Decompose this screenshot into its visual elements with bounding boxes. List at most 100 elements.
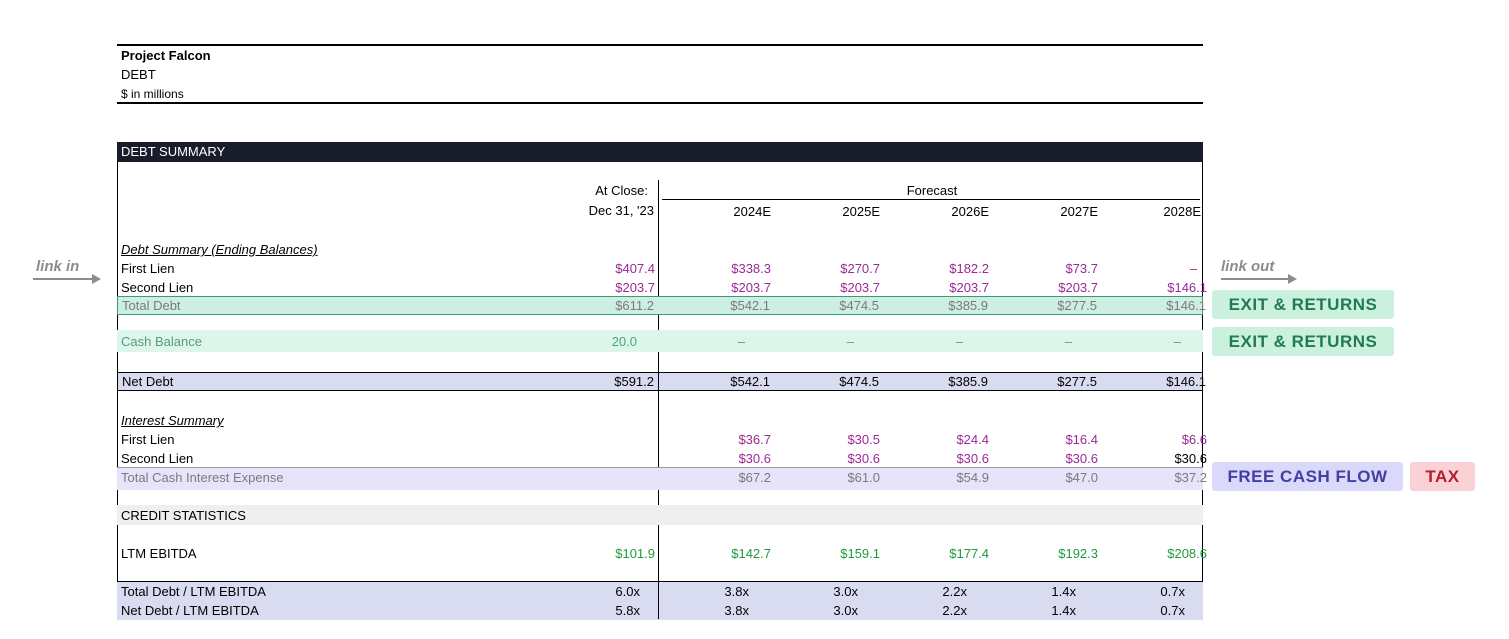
- interest-second-lien-row: Second Lien $30.6 $30.6 $30.6 $30.6 $30.…: [117, 449, 1207, 468]
- total-debt-ebitda-2028: 0.7x: [1160, 584, 1185, 599]
- year-2025: 2025E: [842, 204, 880, 219]
- total-debt-2026: $385.9: [948, 298, 988, 313]
- year-2026: 2026E: [951, 204, 989, 219]
- net-debt-divider: [658, 372, 659, 391]
- interest-second-lien-2025: $30.6: [847, 451, 880, 466]
- credit-statistics-row: CREDIT STATISTICS: [117, 505, 1203, 525]
- net-debt-2028: $146.1: [1166, 374, 1206, 389]
- link-in-arrow-icon: [92, 274, 101, 284]
- header-top-rule: [117, 44, 1203, 46]
- total-debt-ebitda-2025: 3.0x: [833, 584, 858, 599]
- net-debt-2024: $542.1: [730, 374, 770, 389]
- at-close-date: Dec 31, '23: [588, 203, 654, 218]
- interest-second-lien-2024: $30.6: [738, 451, 771, 466]
- first-lien-2028: –: [1189, 261, 1197, 276]
- total-debt-2024: $542.1: [730, 298, 770, 313]
- forecast-divider-top: [658, 180, 659, 315]
- net-debt-ebitda-2024: 3.8x: [724, 603, 749, 618]
- tax-badge[interactable]: TAX: [1410, 462, 1475, 491]
- first-lien-label: First Lien: [121, 261, 175, 276]
- second-lien-label: Second Lien: [121, 280, 194, 295]
- interest-first-lien-2028: $6.6: [1181, 432, 1207, 447]
- debt-summary-bar-label: DEBT SUMMARY: [121, 144, 226, 159]
- exit-returns-badge-2[interactable]: EXIT & RETURNS: [1212, 327, 1394, 356]
- interest-second-lien-2026: $30.6: [956, 451, 989, 466]
- second-lien-2026: $203.7: [949, 280, 989, 295]
- units-label: $ in millions: [121, 87, 184, 101]
- second-lien-2028: $146.1: [1167, 280, 1207, 295]
- link-out-arrow-icon: [1288, 274, 1297, 284]
- total-interest-2028: $37.2: [1174, 470, 1207, 485]
- ltm-ebitda-label: LTM EBITDA: [121, 546, 197, 561]
- free-cash-flow-badge[interactable]: FREE CASH FLOW: [1212, 462, 1403, 491]
- net-debt-ebitda-close: 5.8x: [615, 603, 640, 618]
- interest-first-lien-row: First Lien $36.7 $30.5 $24.4 $16.4 $6.6: [117, 430, 1207, 449]
- total-debt-ebitda-close: 6.0x: [615, 584, 640, 599]
- year-header-row: 2024E 2025E 2026E 2027E 2028E: [117, 202, 1203, 221]
- first-lien-row: First Lien $407.4 $338.3 $270.7 $182.2 $…: [117, 259, 1203, 278]
- interest-second-lien-2027: $30.6: [1065, 451, 1098, 466]
- total-debt-2025: $474.5: [839, 298, 879, 313]
- cash-balance-2026: –: [955, 334, 963, 349]
- total-debt-row: Total Debt $611.2 $542.1 $474.5 $385.9 $…: [117, 296, 1206, 315]
- interest-first-lien-2026: $24.4: [956, 432, 989, 447]
- net-debt-row: Net Debt $591.2 $542.1 $474.5 $385.9 $27…: [117, 372, 1206, 391]
- total-debt-2028: $146.1: [1166, 298, 1206, 313]
- total-interest-2024: $67.2: [738, 470, 771, 485]
- total-debt-ebitda-row: Total Debt / LTM EBITDA 6.0x 3.8x 3.0x 2…: [117, 582, 1203, 601]
- leverage-divider: [658, 581, 659, 619]
- interest-summary-title: Interest Summary: [121, 413, 224, 428]
- debt-summary-title: Debt Summary (Ending Balances): [121, 242, 318, 257]
- credit-statistics-title: CREDIT STATISTICS: [121, 508, 246, 523]
- ltm-ebitda-2024: $142.7: [731, 546, 771, 561]
- interest-first-lien-2025: $30.5: [847, 432, 880, 447]
- first-lien-2026: $182.2: [949, 261, 989, 276]
- cash-balance-close: 20.0: [611, 334, 637, 349]
- second-lien-2027: $203.7: [1058, 280, 1098, 295]
- total-debt-ebitda-2026: 2.2x: [942, 584, 967, 599]
- ltm-ebitda-2027: $192.3: [1058, 546, 1098, 561]
- cash-balance-label: Cash Balance: [121, 334, 202, 349]
- second-lien-2025: $203.7: [840, 280, 880, 295]
- total-debt-ebitda-2024: 3.8x: [724, 584, 749, 599]
- total-debt-label: Total Debt: [122, 298, 181, 313]
- forecast-rule: [662, 199, 1200, 200]
- net-debt-2025: $474.5: [839, 374, 879, 389]
- interest-first-lien-2024: $36.7: [738, 432, 771, 447]
- total-interest-2026: $54.9: [956, 470, 989, 485]
- total-interest-row: Total Cash Interest Expense $67.2 $61.0 …: [117, 467, 1207, 490]
- project-title: Project Falcon: [121, 48, 211, 63]
- year-2024: 2024E: [733, 204, 771, 219]
- first-lien-2024: $338.3: [731, 261, 771, 276]
- interest-summary-title-row: Interest Summary: [117, 411, 1203, 430]
- link-in-arrow-shaft: [33, 278, 93, 280]
- second-lien-close: $203.7: [615, 280, 655, 295]
- link-out-arrow-shaft: [1221, 278, 1289, 280]
- first-lien-2027: $73.7: [1065, 261, 1098, 276]
- cash-balance-2024: –: [737, 334, 745, 349]
- interest-second-lien-2028: $30.6: [1174, 451, 1207, 466]
- cash-balance-2025: –: [846, 334, 854, 349]
- total-debt-2027: $277.5: [1057, 298, 1097, 313]
- ltm-ebitda-2026: $177.4: [949, 546, 989, 561]
- total-interest-2027: $47.0: [1065, 470, 1098, 485]
- total-debt-ebitda-2027: 1.4x: [1051, 584, 1076, 599]
- link-out-label: link out: [1221, 258, 1275, 275]
- total-debt-ebitda-label: Total Debt / LTM EBITDA: [121, 584, 266, 599]
- cash-balance-row: Cash Balance 20.0 – – – – –: [117, 330, 1203, 352]
- link-in-label: link in: [36, 258, 80, 275]
- leverage-block: [117, 581, 1203, 620]
- ltm-ebitda-close: $101.9: [615, 546, 655, 561]
- total-interest-2025: $61.0: [847, 470, 880, 485]
- cash-balance-2027: –: [1064, 334, 1072, 349]
- interest-first-lien-label: First Lien: [121, 432, 175, 447]
- year-2028: 2028E: [1163, 204, 1201, 219]
- header-bottom-rule: [117, 102, 1203, 104]
- ltm-ebitda-row: LTM EBITDA $101.9 $142.7 $159.1 $177.4 $…: [117, 544, 1207, 563]
- net-debt-ebitda-row: Net Debt / LTM EBITDA 5.8x 3.8x 3.0x 2.2…: [117, 601, 1203, 620]
- cash-balance-2028: –: [1173, 334, 1181, 349]
- net-debt-ebitda-2026: 2.2x: [942, 603, 967, 618]
- debt-summary-bar: DEBT SUMMARY: [117, 142, 1203, 162]
- ltm-ebitda-2028: $208.6: [1167, 546, 1207, 561]
- exit-returns-badge-1[interactable]: EXIT & RETURNS: [1212, 290, 1394, 319]
